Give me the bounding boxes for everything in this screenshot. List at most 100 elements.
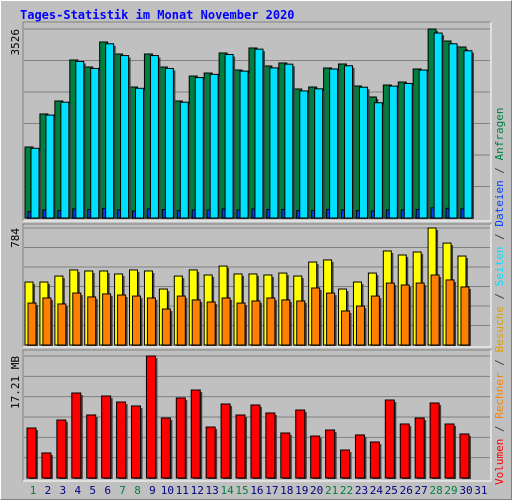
bar [26,427,37,479]
bar [205,426,216,479]
x-tick-label: 26 [400,484,413,497]
bar [403,82,413,219]
x-tick-label: 2 [45,484,52,497]
bar [254,48,264,219]
bar [311,287,321,346]
legend-separator: / [493,286,506,306]
bar [444,423,455,479]
panel-border [23,224,492,348]
bar [460,286,470,346]
bar [60,101,70,219]
bar [433,32,443,219]
bar [344,65,354,219]
bar [415,282,425,346]
bar [236,302,246,346]
chart-title: Tages-Statistik im Monat November 2020 [20,8,295,22]
bar [284,63,294,219]
bar [355,305,365,346]
x-tick-label: 3 [60,484,67,497]
bar [132,295,142,346]
x-tick-label: 22 [340,484,353,497]
bar [90,67,100,219]
bar [445,279,455,346]
bar [354,434,365,479]
bar [87,296,97,346]
x-tick-label: 16 [250,484,263,497]
bar [266,297,276,346]
bar [250,404,261,479]
x-tick-label: 28 [429,484,442,497]
bar [251,300,261,346]
bar [414,417,425,479]
bar [190,389,201,479]
bar [42,297,52,346]
bar [30,147,40,219]
legend-item: Dateien [493,180,506,226]
bar [314,88,324,219]
legend: Volumen / Rechner / Besuche / Seiten / D… [493,107,506,485]
bar [369,441,380,479]
bar [220,403,231,479]
y-tick-label: 17.21 MB [9,356,22,409]
x-tick-label: 7 [119,484,126,497]
bar [120,55,130,219]
bar [135,87,145,219]
bar [194,77,204,219]
bar [71,392,82,479]
legend-item: Volumen [493,439,506,485]
bar [235,414,246,479]
bar [239,70,249,219]
bar [164,67,174,219]
panel-border [22,21,491,221]
x-tick-label: 27 [415,484,428,497]
x-tick-label: 21 [325,484,338,497]
bar [384,399,395,479]
bar [325,429,336,479]
x-tick-label: 11 [176,484,189,497]
legend-separator: / [493,227,506,247]
bar [72,292,82,346]
bar [146,297,156,346]
bar [27,302,37,346]
bar [224,54,234,219]
x-tick-label: 1 [30,484,37,497]
bar [160,417,171,479]
bar [101,395,112,479]
x-tick-label: 30 [459,484,472,497]
x-tick-label: 19 [295,484,308,497]
x-tick-label: 6 [104,484,111,497]
legend-separator: / [493,160,506,180]
x-tick-label: 17 [265,484,278,497]
bar [296,300,306,346]
x-tick-label: 8 [134,484,141,497]
bar [399,423,410,479]
bar [299,90,309,219]
x-tick-label: 9 [149,484,156,497]
bar [370,295,380,346]
bar [175,397,186,479]
legend-item: Seiten [493,247,506,287]
x-tick-label: 23 [355,484,368,497]
panel-border [22,223,491,347]
bar [281,299,291,346]
bar [385,282,395,346]
legend-item: Anfragen [493,107,506,160]
bar [358,86,368,219]
panel-border [23,22,492,222]
y-tick-label: 784 [9,228,22,248]
x-tick-label: 25 [385,484,398,497]
x-tick-label: 5 [89,484,96,497]
bar [206,301,216,346]
bar [400,284,410,346]
bar [161,308,171,346]
legend-item: Rechner [493,372,506,419]
panel-border [22,349,491,481]
bar [429,402,440,479]
bar [191,299,201,346]
bar [131,405,142,479]
bar [463,50,473,219]
bar [41,452,52,479]
